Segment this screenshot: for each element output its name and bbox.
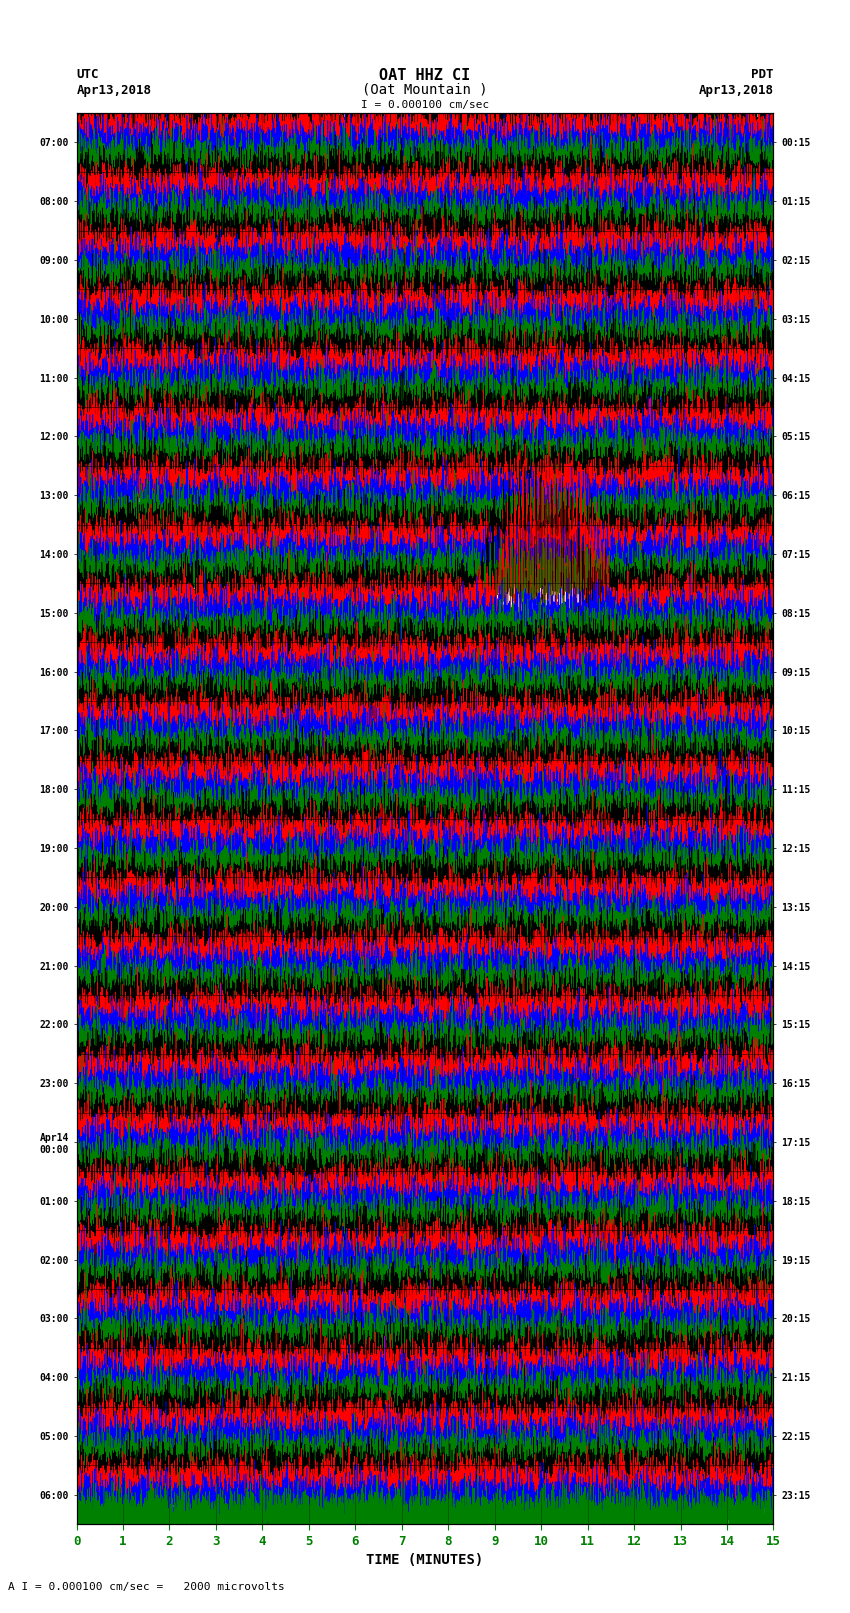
Text: Apr13,2018: Apr13,2018 xyxy=(699,84,774,97)
Text: A I = 0.000100 cm/sec =   2000 microvolts: A I = 0.000100 cm/sec = 2000 microvolts xyxy=(8,1582,286,1592)
X-axis label: TIME (MINUTES): TIME (MINUTES) xyxy=(366,1553,484,1568)
Text: OAT HHZ CI: OAT HHZ CI xyxy=(379,68,471,84)
Text: Apr13,2018: Apr13,2018 xyxy=(76,84,151,97)
Text: PDT: PDT xyxy=(751,68,774,82)
Text: UTC: UTC xyxy=(76,68,99,82)
Text: (Oat Mountain ): (Oat Mountain ) xyxy=(362,82,488,97)
Text: I = 0.000100 cm/sec: I = 0.000100 cm/sec xyxy=(361,100,489,110)
